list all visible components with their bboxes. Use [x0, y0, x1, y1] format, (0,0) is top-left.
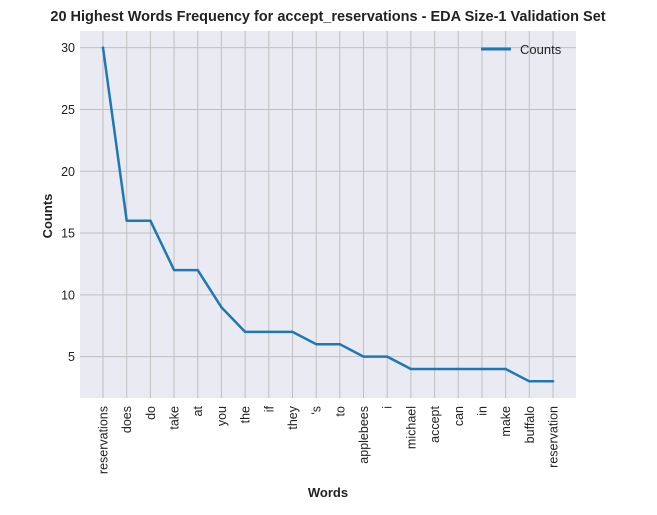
data-point	[457, 367, 460, 371]
data-point	[267, 330, 270, 334]
chart-title: 20 Highest Words Frequency for accept_re…	[50, 9, 605, 25]
data-point	[172, 268, 176, 272]
grid-lines	[80, 31, 576, 398]
legend: Counts	[481, 42, 562, 57]
x-tick-label: reservations	[97, 406, 111, 474]
legend-label-counts: Counts	[520, 42, 562, 57]
x-tick-label: buffalo	[523, 406, 537, 443]
x-tick-label: does	[120, 406, 134, 433]
y-tick-label: 20	[61, 165, 75, 179]
data-point	[196, 268, 199, 272]
x-tick-label: make	[499, 406, 513, 437]
x-axis-label: Words	[308, 485, 348, 500]
y-tick-label: 25	[61, 103, 75, 117]
x-tick-label: accept	[428, 405, 442, 442]
x-tick-label: reservation	[547, 406, 561, 468]
data-point	[314, 343, 318, 346]
x-tick-label: michael	[404, 406, 418, 449]
x-tick-label: take	[168, 406, 182, 430]
x-tick-label: they	[286, 405, 300, 429]
x-tick-label: can	[452, 406, 466, 426]
data-point	[243, 330, 247, 334]
y-axis-label: Counts	[40, 194, 55, 239]
data-point	[291, 330, 294, 334]
data-point	[338, 343, 342, 346]
data-point	[362, 355, 365, 358]
series-line-counts	[101, 46, 555, 383]
data-point	[149, 219, 152, 222]
data-point	[528, 380, 531, 383]
x-tick-label: 's	[310, 406, 324, 415]
y-tick-label: 10	[61, 288, 75, 302]
x-tick-label: at	[191, 405, 205, 416]
data-point	[101, 46, 105, 49]
data-point	[433, 367, 436, 371]
y-tick-label: 15	[61, 227, 75, 241]
data-point	[504, 367, 507, 371]
x-tick-label: i	[381, 406, 395, 409]
y-tick-labels: 5 10 15 20 25 30	[61, 41, 75, 364]
data-point	[480, 367, 484, 371]
x-tick-label: do	[144, 406, 158, 420]
data-point	[220, 305, 223, 309]
x-tick-label: in	[475, 406, 489, 416]
data-point	[551, 380, 555, 383]
data-point	[386, 355, 389, 358]
data-point	[409, 367, 413, 371]
plot-area	[80, 31, 576, 398]
x-tick-label: the	[239, 406, 253, 423]
y-tick-label: 5	[68, 350, 75, 364]
x-tick-label: to	[333, 406, 347, 416]
x-tick-label: if	[262, 405, 276, 412]
data-point	[125, 219, 128, 222]
x-tick-label: you	[215, 406, 229, 426]
series-layer	[101, 46, 555, 383]
x-tick-labels: reservations does do take at you the if they 's to…	[97, 405, 561, 474]
x-tick-label: applebees	[357, 406, 371, 464]
y-tick-label: 30	[61, 41, 75, 55]
